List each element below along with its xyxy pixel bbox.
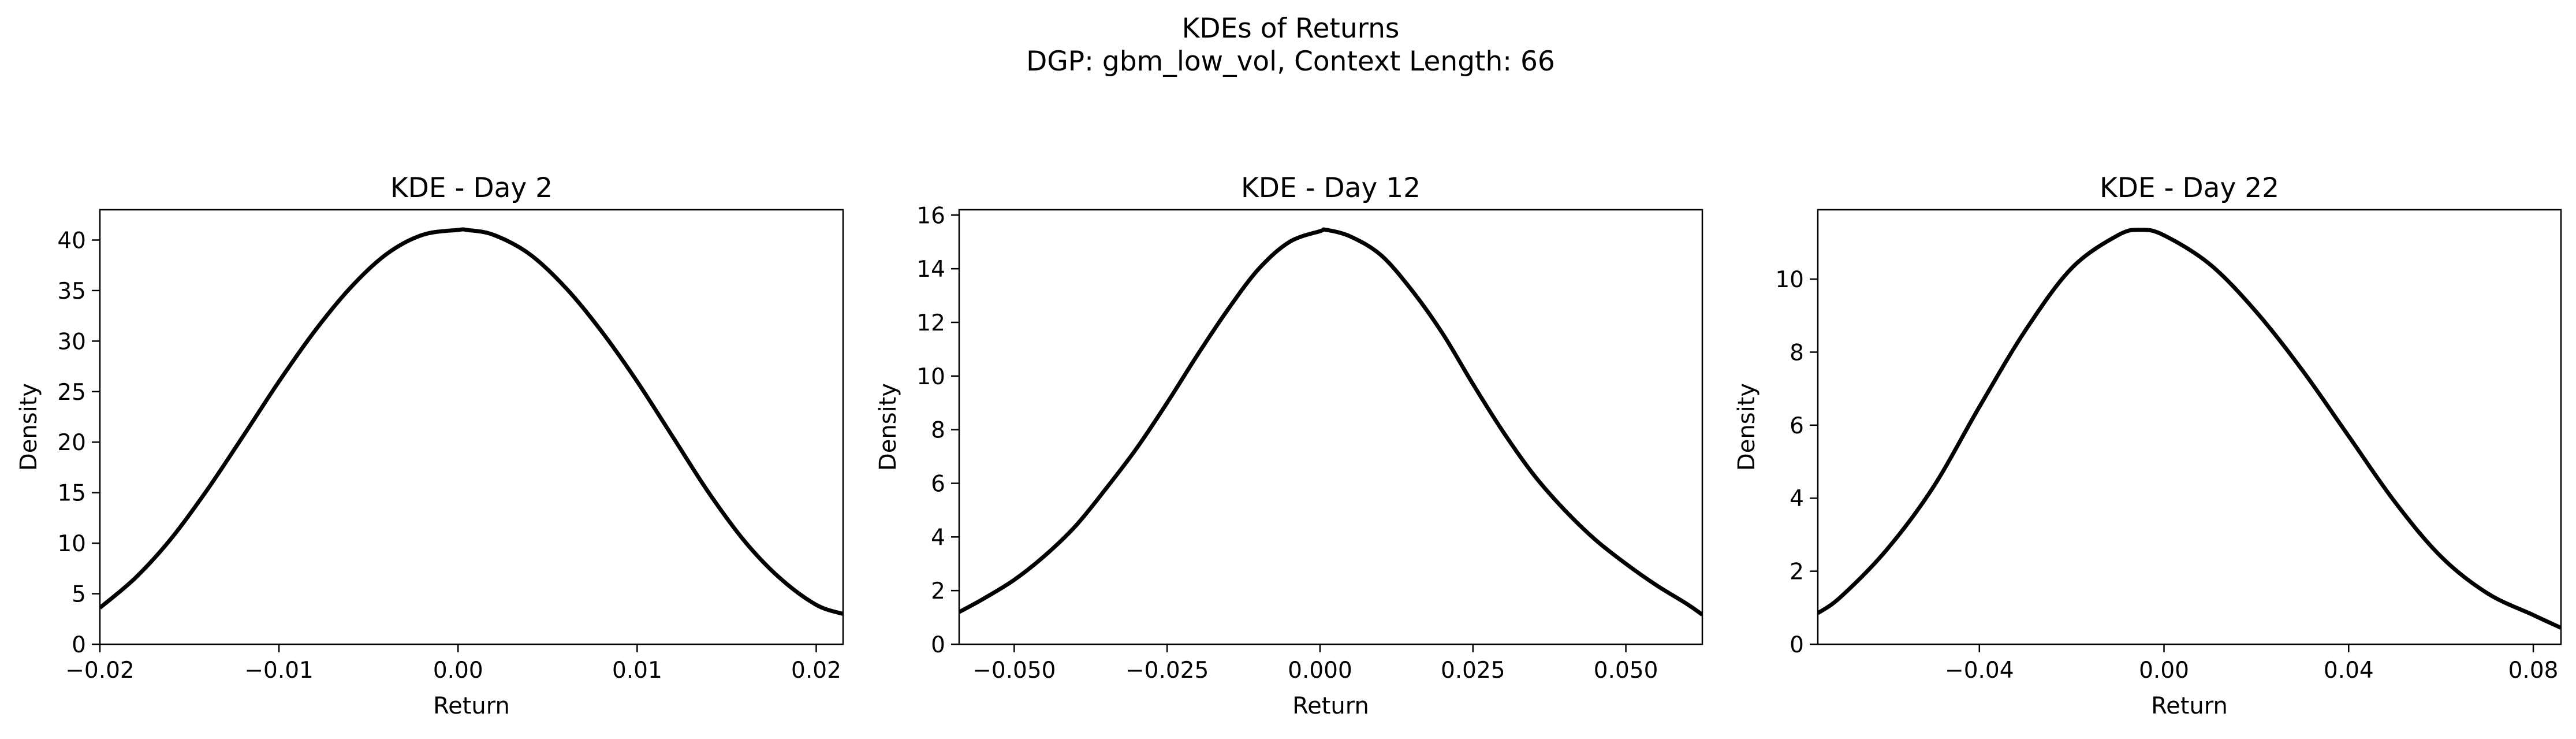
subplot-title: KDE - Day 22 [2100, 172, 2279, 204]
x-tick-label: −0.02 [65, 658, 135, 684]
subplot-title: KDE - Day 2 [390, 172, 553, 204]
subplot-1: −0.02 −0.01 0.00 0.01 0.02 0 5 10 15 20 25 30 35 40 KD… [16, 172, 844, 719]
kde-line-2-1 [959, 227, 1702, 617]
x-tick-label: 0.000 [1288, 658, 1352, 684]
y-axis-label: Density [875, 383, 901, 471]
x-tick-label: 0.04 [2324, 658, 2374, 684]
x-tick-label: −0.04 [1945, 658, 2014, 684]
y-tick-label: 12 [916, 310, 945, 336]
subplots: −0.02 −0.01 0.00 0.01 0.020510152025303540KD… [16, 172, 2562, 719]
x-tick-label: 0.00 [2139, 658, 2189, 684]
x-tick-label: −0.01 [244, 658, 314, 684]
subplot-title: KDE - Day 12 [1241, 172, 1421, 204]
y-tick-label: 0 [931, 632, 945, 658]
y-tick-label: 0 [72, 632, 86, 658]
x-tick-label: 0.00 [433, 658, 483, 684]
y-tick-label: 2 [931, 578, 945, 604]
figure-subtitle: DGP: gbm_low_vol, Context Length: 66 [1026, 46, 1555, 77]
axes-frame [958, 209, 1703, 645]
y-tick-label: 10 [1775, 267, 1804, 293]
y-tick-label: 8 [931, 418, 945, 444]
axes-frame [1817, 209, 2562, 645]
y-axis-label: Density [16, 383, 42, 471]
y-tick-label: 40 [57, 228, 86, 254]
y-tick-label: 15 [57, 481, 86, 507]
x-tick-label: 0.050 [1594, 658, 1658, 684]
y-tick-label: 10 [916, 364, 945, 390]
x-tick-label: −0.025 [1125, 658, 1209, 684]
kde-line-1-1 [100, 227, 843, 616]
figure-title: KDEs of Returns [1182, 13, 1400, 44]
axes-frame [99, 209, 844, 645]
y-tick-label: 6 [1790, 413, 1804, 439]
y-tick-label: 14 [916, 257, 945, 283]
x-tick-label: 0.025 [1441, 658, 1505, 684]
x-tick-label: −0.050 [972, 658, 1056, 684]
kde-line-3-1 [1818, 228, 2561, 630]
y-tick-label: 10 [57, 531, 86, 557]
x-tick-label: 0.01 [612, 658, 662, 684]
y-tick-label: 5 [72, 582, 86, 608]
x-tick-label: 0.08 [2508, 658, 2559, 684]
subplot-2: −0.050 −0.025 0.000 0.025 0.050 0 2 4 6 8 10 12 14 16… [875, 172, 1703, 719]
y-tick-label: 16 [916, 203, 945, 229]
subplot-3: −0.04 0.00 0.04 0.08 0 2 4 6 8 10 KDE - Day 22 Retu… [1734, 172, 2562, 719]
y-tick-label: 2 [1790, 559, 1804, 585]
y-tick-label: 35 [57, 278, 86, 304]
x-axis-label: Return [433, 693, 510, 719]
y-tick-label: 0 [1790, 632, 1804, 658]
x-tick-label: 0.02 [791, 658, 841, 684]
y-tick-label: 4 [931, 525, 945, 551]
x-axis-label: Return [2151, 693, 2228, 719]
y-tick-label: 8 [1790, 340, 1804, 366]
y-tick-label: 30 [57, 329, 86, 355]
y-tick-label: 25 [57, 380, 86, 406]
y-tick-label: 20 [57, 430, 86, 456]
x-axis-label: Return [1292, 693, 1369, 719]
y-tick-label: 6 [931, 471, 945, 497]
y-axis-label: Density [1734, 383, 1760, 471]
y-tick-label: 4 [1790, 486, 1804, 512]
